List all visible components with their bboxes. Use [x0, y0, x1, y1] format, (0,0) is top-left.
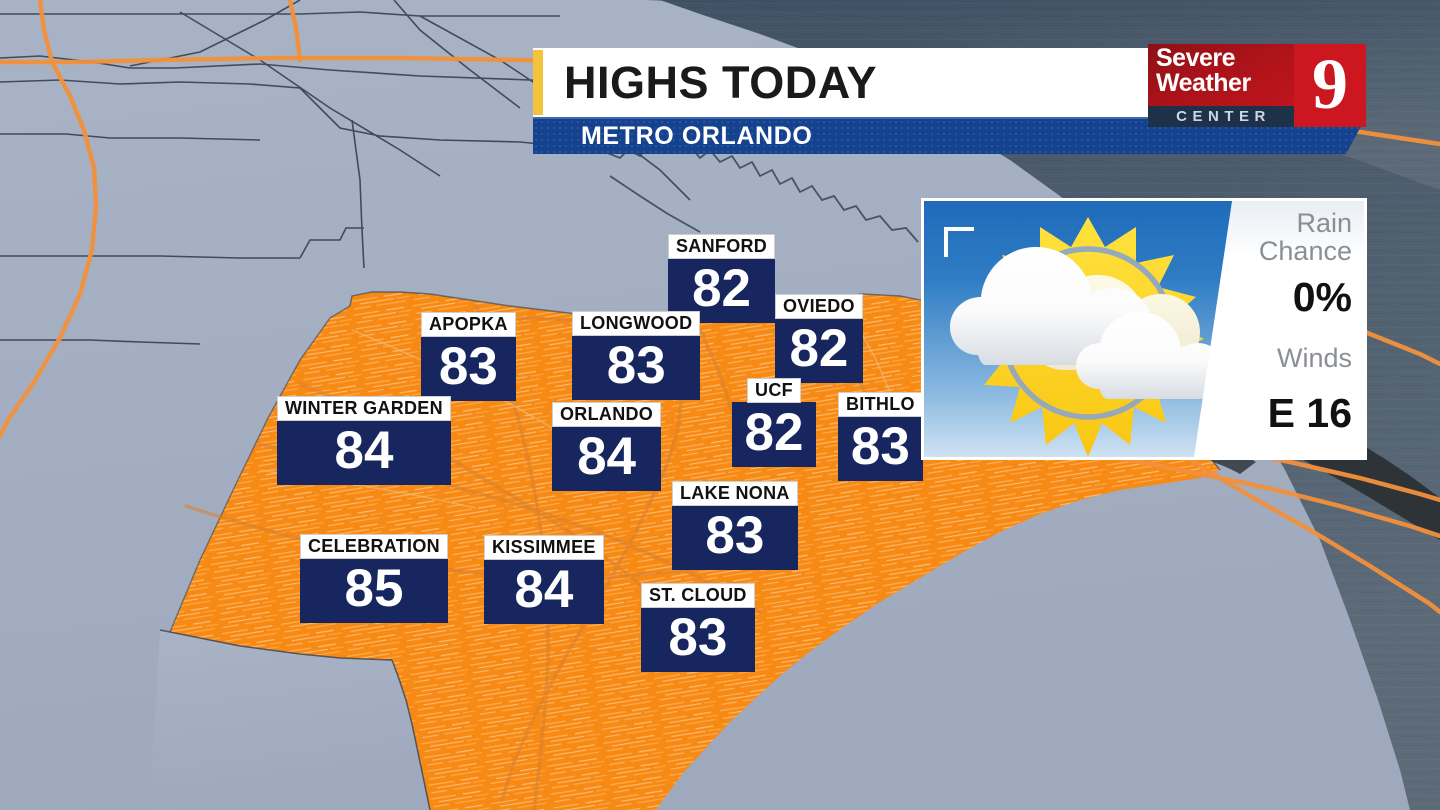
city-temp-marker: LONGWOOD 83	[572, 311, 701, 400]
headline-accent-stripe	[533, 50, 543, 115]
city-temp-marker: SANFORD 82	[668, 234, 776, 323]
rain-label-line2: Chance	[1258, 236, 1352, 267]
city-temp-marker: WINTER GARDEN 84	[277, 396, 451, 485]
logo-red-panel: Severe Weather CENTER	[1148, 44, 1294, 127]
city-temp-value: 83	[641, 607, 755, 672]
city-name-label: LONGWOOD	[572, 311, 701, 336]
conditions-readout: Rain Chance 0% Winds E 16	[1194, 201, 1364, 457]
city-temp-marker: UCF 82	[732, 378, 816, 467]
winds-value: E 16	[1267, 390, 1352, 436]
city-temp-marker: CELEBRATION 85	[300, 534, 448, 623]
city-temp-value: 84	[552, 426, 662, 491]
headline-banner: HIGHS TODAY METRO ORLANDO	[533, 48, 1366, 154]
winds-label: Winds	[1276, 343, 1352, 373]
sun-behind-clouds-icon	[940, 207, 1230, 457]
city-temp-value: 83	[421, 336, 516, 401]
city-temp-marker: LAKE NONA 83	[672, 481, 798, 570]
logo-channel-number: 9	[1312, 43, 1348, 124]
logo-line-weather: Weather	[1156, 68, 1251, 97]
city-name-label: UCF	[747, 378, 801, 403]
city-name-label: OVIEDO	[775, 294, 863, 319]
conditions-panel: Rain Chance 0% Winds E 16	[921, 198, 1367, 460]
city-temp-marker: OVIEDO 82	[775, 294, 863, 383]
logo-wordmark: Severe Weather	[1154, 46, 1294, 95]
city-temp-value: 83	[672, 505, 798, 570]
logo-channel-panel: 9	[1294, 44, 1366, 127]
city-name-label: ORLANDO	[552, 402, 662, 427]
city-temp-value: 83	[838, 416, 923, 481]
city-temp-marker: APOPKA 83	[421, 312, 516, 401]
city-name-label: CELEBRATION	[300, 534, 448, 559]
logo-center-strip: CENTER	[1148, 106, 1294, 127]
rain-chance-value: 0%	[1292, 274, 1352, 320]
logo-line-severe: Severe	[1156, 44, 1236, 72]
page-title: HIGHS TODAY	[564, 57, 878, 108]
city-name-label: KISSIMMEE	[484, 535, 604, 560]
city-temp-value: 84	[484, 559, 604, 624]
city-temp-marker: KISSIMMEE 84	[484, 535, 604, 624]
panel-corner-bracket-icon	[944, 227, 974, 257]
city-temp-marker: BITHLO 83	[838, 392, 923, 481]
headline-bar: HIGHS TODAY	[533, 48, 1148, 117]
city-temp-value: 82	[732, 402, 816, 467]
city-temp-value: 84	[277, 420, 451, 485]
city-temp-value: 83	[572, 335, 701, 400]
city-temp-value: 82	[775, 318, 863, 383]
logo-line-center: CENTER	[1176, 108, 1271, 125]
city-name-label: WINTER GARDEN	[277, 396, 451, 421]
rain-chance-label: Rain Chance	[1259, 209, 1352, 265]
city-name-label: BITHLO	[838, 392, 923, 417]
city-name-label: ST. CLOUD	[641, 583, 755, 608]
city-name-label: APOPKA	[421, 312, 516, 337]
city-temp-value: 85	[300, 558, 448, 623]
city-name-label: LAKE NONA	[672, 481, 798, 506]
station-logo: Severe Weather CENTER 9	[1148, 44, 1366, 127]
city-name-label: SANFORD	[668, 234, 776, 259]
rain-label-line1: Rain	[1296, 208, 1352, 238]
subtitle-text: METRO ORLANDO	[581, 122, 813, 150]
city-temp-marker: ST. CLOUD 83	[641, 583, 755, 672]
city-temp-marker: ORLANDO 84	[552, 402, 662, 491]
